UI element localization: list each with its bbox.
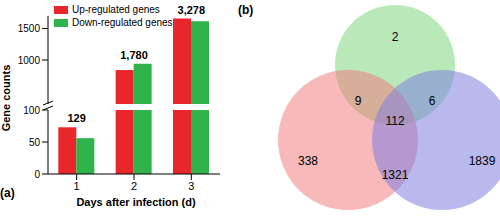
html-text:Up-regulated genes: Up-regulated genes (72, 4, 160, 15)
svg-text:3,278: 3,278 (178, 4, 206, 16)
svg-text:3: 3 (188, 180, 194, 192)
svg-text:129: 129 (67, 112, 85, 124)
svg-text:112: 112 (385, 114, 404, 128)
svg-text:1000: 1000 (18, 55, 41, 66)
svg-text:0: 0 (34, 169, 40, 180)
html-text:Days after infection (d): Days after infection (d) (76, 196, 196, 208)
html-text:(a): (a) (0, 186, 15, 200)
svg-text:50: 50 (29, 137, 41, 148)
svg-text:1321: 1321 (382, 168, 409, 182)
svg-text:(b): (b) (238, 3, 253, 17)
svg-text:100: 100 (23, 106, 40, 116)
svg-text:6: 6 (429, 94, 436, 108)
svg-text:1: 1 (74, 180, 80, 192)
svg-text:2: 2 (392, 30, 399, 44)
svg-text:338: 338 (298, 154, 318, 168)
svg-text:1,780: 1,780 (120, 49, 148, 61)
html-text:Gene counts: Gene counts (0, 64, 12, 132)
svg-text:1500: 1500 (18, 23, 41, 34)
html-text:Down-regulated genes: Down-regulated genes (72, 17, 173, 28)
svg-text:2: 2 (131, 180, 137, 192)
svg-text:9: 9 (355, 94, 362, 108)
svg-text:1839: 1839 (469, 154, 492, 168)
